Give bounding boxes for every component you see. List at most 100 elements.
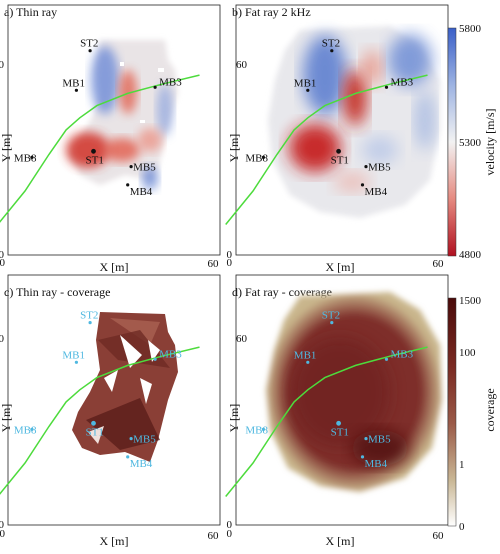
station-label-mb3: MB3 bbox=[391, 348, 414, 360]
station-label-mb8: MB8 bbox=[245, 424, 268, 436]
panel-a-xtick-0: 0 bbox=[0, 257, 6, 269]
station-label-mb5: MB5 bbox=[368, 162, 391, 174]
panel-c-ytick-0: 0 bbox=[0, 519, 5, 531]
coverage-colorbar-label: coverage bbox=[483, 388, 497, 431]
station-marker-st2 bbox=[330, 321, 334, 325]
panel-c-fault-line bbox=[0, 346, 200, 495]
panel-d-fault-line bbox=[225, 346, 428, 497]
station-label-mb8: MB8 bbox=[245, 152, 268, 164]
station-label-mb1: MB1 bbox=[62, 77, 85, 89]
panel-c-stations: ST2 MB1 MB3 MB8 ST1 MB5 MB4 bbox=[14, 310, 182, 470]
coverage-tick-1500: 1500 bbox=[459, 295, 482, 307]
panel-b-ytick-60: 60 bbox=[236, 59, 248, 71]
panel-d-title: d) Fat ray - coverage bbox=[232, 285, 332, 299]
station-label-mb5: MB5 bbox=[368, 434, 391, 446]
panel-b-fault-line bbox=[225, 74, 428, 225]
station-marker-mb4 bbox=[126, 183, 130, 187]
station-label-mb1: MB1 bbox=[294, 349, 317, 361]
station-label-mb4: MB4 bbox=[130, 458, 153, 470]
station-label-mb3: MB3 bbox=[391, 76, 414, 88]
station-label-st1: ST1 bbox=[86, 426, 104, 438]
panel-b-ytick-0: 0 bbox=[227, 249, 233, 261]
coverage-colorbar-gradient bbox=[447, 297, 457, 527]
station-marker-mb4 bbox=[360, 455, 365, 459]
station-marker-st1 bbox=[91, 148, 96, 154]
station-marker-mb5 bbox=[364, 437, 368, 441]
panel-a-ytick-60: 60 bbox=[0, 59, 5, 71]
station-label-mb4: MB4 bbox=[365, 458, 388, 470]
station-label-mb1: MB1 bbox=[62, 349, 85, 361]
station-label-st1: ST1 bbox=[86, 154, 104, 166]
station-marker-mb3 bbox=[384, 85, 389, 89]
station-marker-mb5 bbox=[129, 437, 133, 441]
panel-d-heatmap bbox=[266, 292, 442, 492]
panel-b-heatmap bbox=[268, 26, 440, 218]
station-marker-mb4 bbox=[360, 183, 365, 187]
panel-d-ytick-60: 60 bbox=[236, 333, 248, 345]
panel-c-ytick-60: 60 bbox=[0, 333, 5, 345]
panel-c-xtick-60: 60 bbox=[208, 530, 220, 542]
station-label-mb1: MB1 bbox=[294, 77, 317, 89]
panel-a-heatmap bbox=[66, 40, 178, 190]
station-label-st1: ST1 bbox=[331, 426, 349, 438]
panel-b-title: b) Fat ray 2 kHz bbox=[232, 5, 311, 19]
station-marker-mb5 bbox=[364, 165, 368, 169]
panel-b: b) Fat ray 2 kHz ST2 MB1 MB3 MB8 ST1 MB5 MB4 6… bbox=[225, 4, 449, 274]
station-marker-mb8 bbox=[261, 155, 265, 159]
station-label-mb8: MB8 bbox=[14, 152, 37, 164]
station-marker-mb8 bbox=[30, 155, 34, 159]
station-marker-mb3 bbox=[384, 357, 389, 361]
panel-a-ytick-0: 0 bbox=[0, 249, 5, 261]
velocity-colorbar-gradient bbox=[447, 27, 457, 257]
velocity-tick-bottom: 4800 bbox=[459, 249, 482, 261]
panel-d-ytick-0: 0 bbox=[227, 519, 233, 531]
station-marker-st1 bbox=[336, 420, 341, 426]
station-label-mb3: MB3 bbox=[159, 76, 182, 88]
station-label-st2: ST2 bbox=[322, 310, 340, 322]
panel-b-xtick-60: 60 bbox=[433, 258, 445, 270]
station-label-st2: ST2 bbox=[322, 38, 340, 50]
panel-d-stations: ST2 MB1 MB3 MB8 ST1 MB5 MB4 bbox=[245, 310, 413, 470]
panel-a-fault-line bbox=[0, 74, 200, 223]
station-marker-mb8 bbox=[30, 427, 34, 431]
panel-c-ylabel: Y [m] bbox=[0, 404, 13, 433]
panel-a-xtick-60: 60 bbox=[208, 258, 220, 270]
panel-a-frame bbox=[7, 4, 221, 256]
panel-b-ylabel: Y [m] bbox=[227, 134, 241, 163]
station-marker-st2 bbox=[88, 321, 92, 325]
station-marker-mb1 bbox=[74, 88, 78, 92]
panel-a-stations: ST2 MB1 MB3 MB8 ST1 MB5 MB4 bbox=[14, 38, 182, 198]
panel-c-title: c) Thin ray - coverage bbox=[4, 285, 110, 299]
station-marker-mb1 bbox=[306, 88, 310, 92]
station-label-st2: ST2 bbox=[80, 38, 98, 50]
velocity-colorbar: 5800 5300 4800 velocity [m/s] bbox=[447, 23, 497, 261]
station-label-mb5: MB5 bbox=[133, 434, 156, 446]
station-marker-mb3 bbox=[153, 85, 157, 89]
panel-c: c) Thin ray - coverage ST2 MB1 MB3 MB8 ST1 MB… bbox=[0, 274, 221, 548]
station-marker-mb8 bbox=[261, 427, 265, 431]
panel-a-xlabel: X [m] bbox=[100, 260, 129, 274]
station-marker-st1 bbox=[336, 148, 341, 154]
station-label-mb8: MB8 bbox=[14, 424, 37, 436]
station-marker-st2 bbox=[330, 49, 334, 53]
station-label-mb4: MB4 bbox=[365, 186, 388, 198]
panel-a-title: a) Thin ray bbox=[4, 5, 57, 19]
panel-d-xtick-60: 60 bbox=[433, 530, 445, 542]
panel-a: a) Thin ray ST2 MB1 MB3 MB8 ST1 MB5 MB4 60 0 6… bbox=[0, 4, 221, 274]
station-label-st1: ST1 bbox=[331, 154, 349, 166]
panel-d-ylabel: Y [m] bbox=[227, 404, 241, 433]
velocity-colorbar-label: velocity [m/s] bbox=[483, 109, 497, 176]
coverage-tick-1: 1 bbox=[459, 459, 465, 471]
station-marker-mb3 bbox=[153, 357, 157, 361]
station-marker-st1 bbox=[91, 420, 96, 426]
velocity-tick-top: 5800 bbox=[459, 23, 482, 35]
station-label-mb5: MB5 bbox=[133, 162, 156, 174]
station-label-mb4: MB4 bbox=[130, 186, 153, 198]
station-marker-mb1 bbox=[306, 360, 310, 364]
panel-d-xtick-0: 0 bbox=[227, 528, 233, 540]
panel-d: d) Fat ray - coverage ST2 MB1 MB3 MB8 ST1 MB5… bbox=[225, 274, 449, 548]
station-marker-st2 bbox=[88, 49, 92, 53]
panel-d-xlabel: X [m] bbox=[326, 534, 355, 548]
station-marker-mb4 bbox=[126, 455, 130, 459]
panel-c-frame bbox=[7, 274, 221, 526]
